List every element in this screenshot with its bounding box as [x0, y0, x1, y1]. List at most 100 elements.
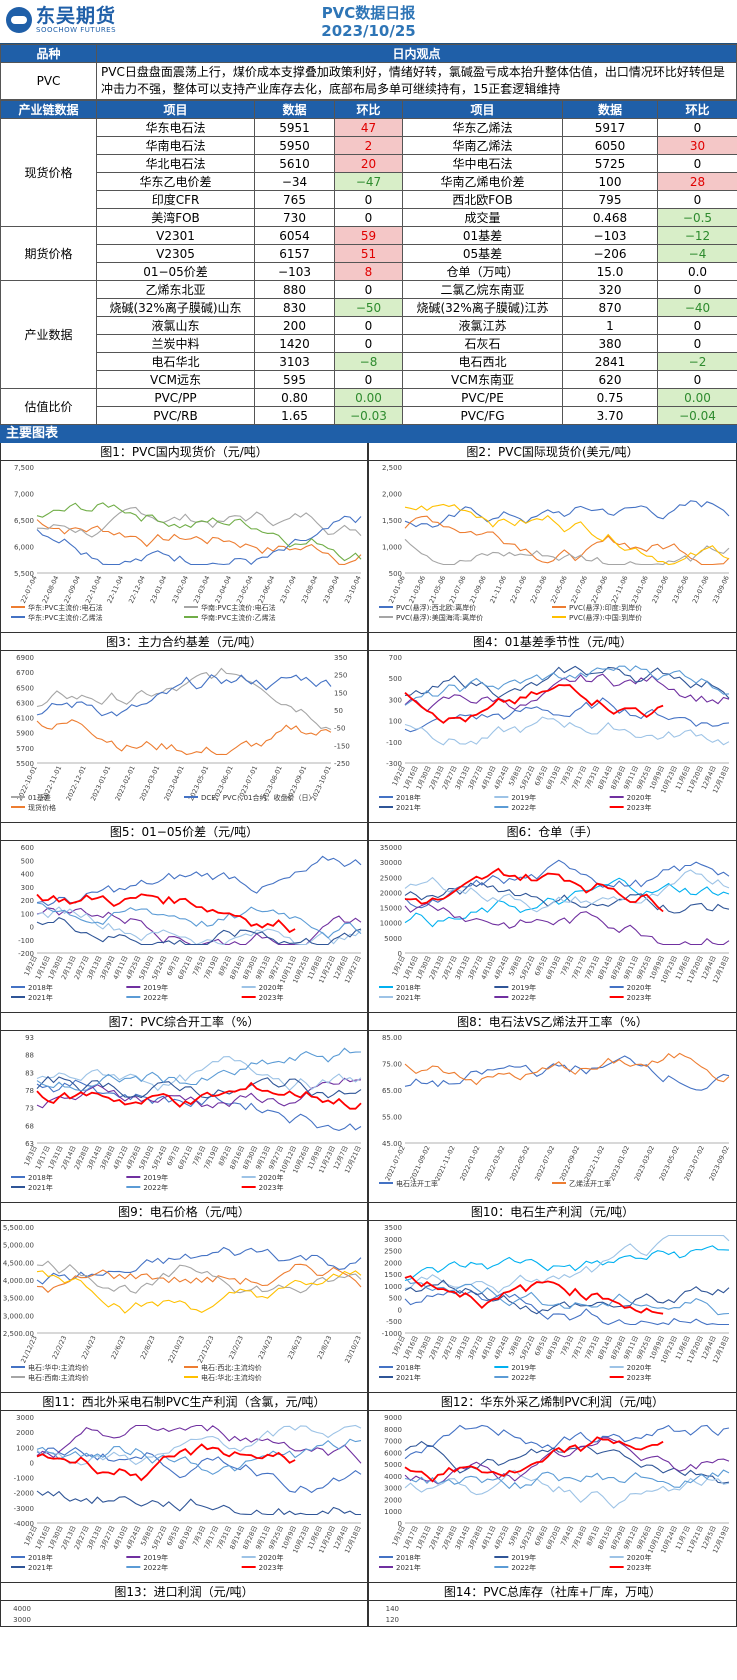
y-tick-label: 15000 — [380, 905, 402, 913]
series-line — [36, 1263, 362, 1293]
series-line — [36, 506, 362, 538]
logo-name-cn: 东吴期货 — [36, 5, 117, 27]
view-text: PVC日盘盘面震荡上行，煤价成本支撑叠加政策利好，情绪好转，氯碱盈亏成本抬升整体… — [96, 62, 737, 100]
chart-9: 图9：电石价格（元/吨） 5,500.00 5,000.00 4,500.00 4,00… — [0, 1203, 368, 1393]
value-right: −103 — [562, 226, 658, 245]
change-left: 0 — [334, 208, 403, 227]
y-tick-label: 6900 — [16, 654, 34, 662]
table-row: 兰炭中料 1420 0 石灰石 380 0 — [1, 334, 737, 353]
value-left: 200 — [254, 316, 335, 335]
table-row: 烧碱(32%离子膜碱)山东 830 −50 烧碱(32%离子膜碱)江苏 870 −40 — [1, 298, 737, 317]
chart-title: 图2：PVC国际现货价(美元/吨） — [369, 443, 736, 461]
legend-label: 2020年 — [259, 1173, 284, 1182]
legend-label: 2022年 — [511, 1373, 536, 1382]
chart-6: 图6：仓单（手） 35000 30000 25000 20000 15000 10000 50… — [368, 823, 737, 1013]
x-tick-label: 2021-09-02 — [409, 1144, 432, 1182]
logo-icon — [6, 7, 32, 33]
x-tick-label: 23/8/23 — [316, 1334, 334, 1360]
x-tick-label: 23-09-04 — [321, 574, 341, 604]
y-tick-label: 1500 — [384, 1271, 402, 1279]
change-right: 0 — [657, 370, 737, 389]
change-right: 0.0 — [657, 262, 737, 281]
report-header: 东吴期货 SOOCHOW FUTURES PVC数据日报 2023/10/25 — [0, 0, 737, 44]
y-tick-label: 5700 — [16, 745, 34, 753]
x-tick-label: 2021-11-02 — [433, 1144, 456, 1182]
legend-label: 2019年 — [511, 1363, 536, 1372]
y-tick-label: 3,000.00 — [3, 1312, 34, 1320]
x-tick-label: 2022-09-02 — [558, 1144, 581, 1182]
series-line — [404, 1279, 730, 1315]
item-right: 01基差 — [402, 226, 563, 245]
y-tick-label: 6100 — [16, 715, 34, 723]
series-line — [36, 916, 362, 946]
x-tick-label: 2023-04-01 — [163, 764, 186, 802]
change-left: 0 — [334, 370, 403, 389]
chart-plot: 6005004003002001000-100-2001月2日1月16日1月30… — [11, 844, 363, 1002]
value-left: 595 — [254, 370, 335, 389]
legend-label: 2023年 — [259, 993, 284, 1002]
series-line — [36, 1447, 362, 1494]
y-tick-label: 6500 — [16, 684, 34, 692]
table-header-3: 环比 — [334, 100, 403, 119]
item-right: 05基差 — [402, 244, 563, 263]
x-tick-label: 23-08-04 — [300, 574, 320, 604]
y-tick-label: 0 — [398, 1306, 402, 1314]
value-right: 1 — [562, 316, 658, 335]
y-tick-label: 5500 — [16, 760, 34, 768]
value-right: 15.0 — [562, 262, 658, 281]
y-tick-label: 0 — [398, 950, 402, 958]
chart-title: 图9：电石价格（元/吨） — [1, 1203, 367, 1221]
y-tick-label: 7,500 — [14, 464, 34, 472]
series-line — [404, 882, 730, 914]
series-line — [404, 1437, 730, 1485]
x-tick-label: 2022-11-02 — [583, 1144, 606, 1182]
value-left: 5951 — [254, 118, 335, 137]
y-tick-label: 0 — [398, 1520, 402, 1528]
legend-label: 2019年 — [511, 1553, 536, 1562]
series-line — [36, 1047, 362, 1092]
item-left: 液氯山东 — [96, 316, 255, 335]
series-line — [36, 1079, 362, 1131]
series-line — [36, 1424, 362, 1466]
y-tick-label: 9000 — [384, 1414, 402, 1422]
legend-label: 电石:西南:主流均价 — [28, 1373, 89, 1382]
value-left: 830 — [254, 298, 335, 317]
x-tick-label: 23-04-04 — [213, 574, 233, 604]
series-line — [404, 1289, 729, 1326]
x-tick-label: 21-09-06 — [468, 574, 488, 604]
x-tick-label: 21-07-06 — [448, 574, 468, 604]
series-line — [404, 665, 730, 699]
legend-label: 2021年 — [28, 1183, 53, 1192]
series-line — [36, 502, 362, 562]
item-right: 华东乙烯法 — [402, 118, 563, 137]
x-tick-label: 2023-01-01 — [89, 764, 112, 802]
change-right: 0 — [657, 118, 737, 137]
value-right: 320 — [562, 280, 658, 299]
change-left: −47 — [334, 172, 403, 191]
series-line — [36, 1443, 296, 1482]
y-tick-label: 700 — [389, 654, 402, 662]
legend-label: 2023年 — [259, 1183, 284, 1192]
value-right: 3.70 — [562, 406, 658, 425]
x-tick-label: 2023-03-02 — [633, 1144, 656, 1182]
x-tick-label: 2023-03-01 — [138, 764, 161, 802]
chart-plot: 350003000025000200001500010000500001月2日1… — [379, 844, 731, 1002]
y-tick-label: 100 — [389, 718, 402, 726]
x-tick-label: 2022-01-02 — [458, 1144, 481, 1182]
y-tick-label: 1,500 — [382, 517, 402, 525]
x-tick-label: 22-09-06 — [590, 574, 610, 604]
legend-label: 2022年 — [143, 993, 168, 1002]
x-tick-label: 2023-05-02 — [658, 1144, 681, 1182]
series-line — [36, 1490, 361, 1516]
y-tick-label: 10000 — [380, 920, 402, 928]
change-left: 51 — [334, 244, 403, 263]
legend-label: 2021年 — [28, 1563, 53, 1572]
x-tick-label: 2022-03-02 — [483, 1144, 506, 1182]
category-label: 现货价格 — [0, 118, 97, 227]
y-tick-label: -100 — [386, 739, 402, 747]
x-tick-label: 2023-07-02 — [683, 1144, 706, 1182]
x-tick-label: 23-10-04 — [343, 574, 363, 604]
x-tick-label: 2023-02-01 — [114, 764, 137, 802]
item-left: V2305 — [96, 244, 255, 263]
series-line — [36, 1270, 362, 1314]
